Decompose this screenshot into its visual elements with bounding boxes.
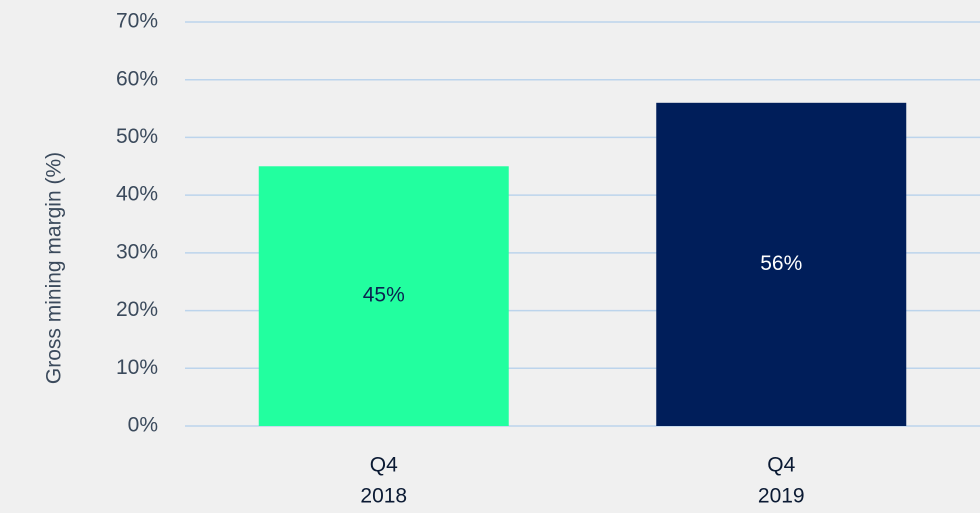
x-tick-label: Q4 xyxy=(767,454,795,477)
value-label: 56% xyxy=(760,252,802,275)
y-tick-label: 20% xyxy=(116,298,158,321)
y-tick-label: 40% xyxy=(116,183,158,206)
x-tick-label: 2019 xyxy=(758,485,805,508)
bar xyxy=(258,166,509,427)
y-tick-label: 10% xyxy=(116,356,158,379)
y-tick-label: 50% xyxy=(116,125,158,148)
y-tick-label: 30% xyxy=(116,240,158,263)
x-tick-label: 2018 xyxy=(360,485,407,508)
bar xyxy=(656,102,907,427)
y-tick-label: 0% xyxy=(128,414,158,437)
x-tick-label: Q4 xyxy=(370,454,398,477)
value-label: 45% xyxy=(363,284,405,307)
y-axis-label: Gross mining margin (%) xyxy=(43,152,66,384)
y-tick-label: 60% xyxy=(116,67,158,90)
y-tick-label: 70% xyxy=(116,10,158,33)
